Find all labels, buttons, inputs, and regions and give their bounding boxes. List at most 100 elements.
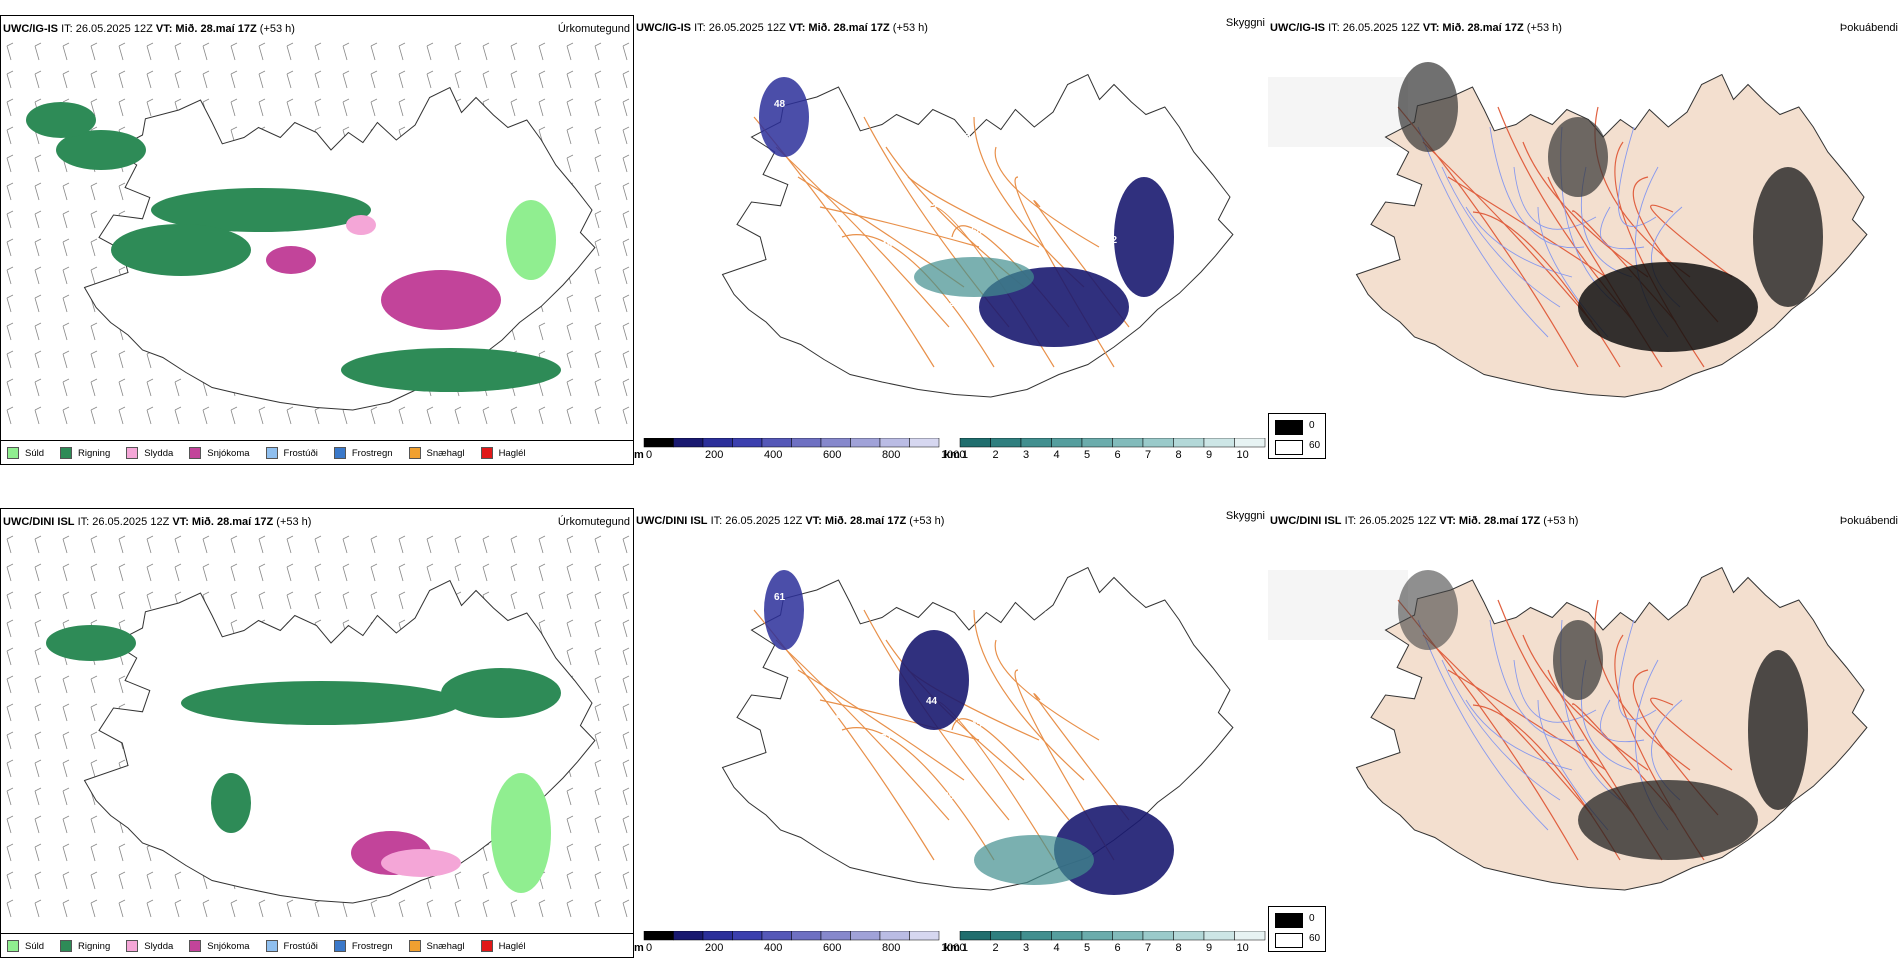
visibility-panel: UWC/DINI ISL IT: 26.05.2025 12Z VT: Mið.…	[634, 508, 1268, 958]
visibility-map: 48 77 16 116 103 52 484 54 50 69 48 43 68 112 106 52 77 3…	[721, 73, 1234, 398]
colorbar-tick: 5	[1084, 942, 1091, 954]
legend-swatch	[60, 940, 73, 952]
legend-label: Frostregn	[351, 940, 393, 952]
ceiling-value: 16	[864, 145, 876, 156]
iceland-coastline	[83, 579, 596, 904]
precip-panel: UWC/DINI ISL IT: 26.05.2025 12Z VT: Mið.…	[0, 508, 634, 958]
fog-area	[1553, 620, 1603, 700]
legend-label: Slydda	[144, 447, 174, 459]
lead-time: (+53 h)	[1526, 22, 1562, 34]
ceiling-value: 50	[791, 194, 803, 205]
model-name: UWC/IG-IS	[636, 22, 691, 34]
legend-label: Snjókoma	[207, 940, 250, 952]
legend-label: Frostregn	[351, 447, 393, 459]
colorbar-tick: 0	[646, 942, 653, 954]
legend-swatch	[126, 447, 139, 459]
ceiling-value: 116	[909, 108, 926, 119]
fog-area	[1578, 780, 1758, 860]
sleet-area	[381, 849, 461, 877]
colorbar-tick: 7	[1145, 942, 1152, 954]
legend-label: Súld	[25, 447, 45, 459]
fog-legend-swatch	[1275, 420, 1303, 435]
legend-label: Snæhagl	[426, 940, 465, 952]
ceiling-value: 89	[819, 615, 831, 626]
panel-header: UWC/DINI ISL IT: 26.05.2025 12Z VT: Mið.…	[1270, 515, 1578, 528]
visibility-panel: UWC/IG-IS IT: 26.05.2025 12Z VT: Mið. 28…	[634, 15, 1268, 465]
ceiling-value: 484	[1044, 117, 1061, 128]
model-name: UWC/DINI ISL	[3, 516, 75, 528]
colorbar-tick: 400	[764, 449, 783, 461]
legend-swatch	[480, 940, 493, 952]
ceiling-value: 46	[898, 335, 910, 346]
fog-legend-label: 0	[1309, 420, 1315, 431]
legend-label: Haglél	[498, 940, 526, 952]
rain-area	[151, 188, 371, 232]
rain-area	[111, 224, 251, 276]
colorbar-tick: 2	[992, 449, 999, 461]
legend-label: Súld	[25, 940, 45, 952]
panel-header: UWC/IG-IS IT: 26.05.2025 12Z VT: Mið. 28…	[3, 23, 295, 36]
valid-time: VT: Mið. 28.maí 17Z	[172, 516, 274, 528]
fog-area	[1578, 262, 1758, 352]
panel-header: UWC/IG-IS IT: 26.05.2025 12Z VT: Mið. 28…	[636, 22, 928, 35]
ceiling-value: 77	[808, 289, 820, 300]
colorbar-tick: 4	[1053, 449, 1060, 461]
rain-area	[26, 102, 96, 138]
lead-time: (+53 h)	[892, 22, 928, 34]
panel-title: Skyggni	[1225, 17, 1265, 29]
legend-swatch	[189, 940, 202, 952]
colorbar-tick: 7	[1145, 449, 1152, 461]
ceiling-value: 46	[808, 782, 820, 793]
colorbar-tick: 4	[1053, 942, 1060, 954]
colorbar-tick: 600	[823, 942, 842, 954]
legend-item: Súld	[7, 940, 44, 952]
ceiling-value: 88	[943, 791, 955, 802]
ceiling-value: 112	[1016, 249, 1033, 260]
fog-area	[1398, 570, 1458, 650]
ceiling-value: 43	[926, 203, 938, 214]
fog-legend-label: 60	[1309, 933, 1321, 944]
colorbar-tick: 10	[1236, 449, 1249, 461]
ceiling-colorbar: m 0 200 400 600 800 1000	[634, 438, 965, 464]
ceiling-value: 45	[971, 719, 983, 730]
legend-swatch	[480, 447, 493, 459]
colorbar-tick: 1	[962, 449, 969, 461]
lead-time: (+53 h)	[1543, 515, 1579, 527]
legend-item: Frostregn	[333, 940, 393, 952]
ceiling-value: 52	[999, 154, 1011, 165]
legend-item: Haglél	[480, 940, 526, 952]
colorbar-tick: 10	[1236, 942, 1249, 954]
ceiling-value: 43	[1016, 742, 1028, 753]
fog-area	[1398, 62, 1458, 152]
legend-swatch	[408, 940, 421, 952]
legend-item: Frostregn	[333, 447, 393, 459]
legend-item: Snæhagl	[408, 447, 465, 459]
legend-item: Snjókoma	[189, 447, 250, 459]
ceiling-value: 88	[909, 601, 921, 612]
legend-swatch	[126, 940, 139, 952]
legend-label: Rigning	[78, 940, 111, 952]
init-time: IT: 26.05.2025 12Z	[61, 23, 153, 35]
precip-legend: Súld Rigning Slydda Snjókoma Frostúði Frostre…	[1, 933, 633, 958]
lead-time: (+53 h)	[259, 23, 295, 35]
fog-legend: 0 60	[1268, 906, 1326, 952]
legend-item: Snjókoma	[189, 940, 250, 952]
fog-area	[1548, 117, 1608, 197]
legend-item: Súld	[7, 447, 44, 459]
panel-title: Úrkomutegund	[557, 516, 630, 528]
legend-swatch	[7, 447, 19, 459]
colorbar-tick: 5	[1084, 449, 1091, 461]
colorbar-tick: 0	[646, 449, 653, 461]
visibility-colorbar: km 1 2 3 4 5 6 7 8 9 10	[944, 931, 1268, 957]
snow-area	[381, 270, 501, 330]
ceiling-value: 56	[853, 805, 865, 816]
visibility-colorbar: km 1 2 3 4 5 6 7 8 9 10	[944, 438, 1268, 464]
fog-panel: UWC/IG-IS IT: 26.05.2025 12Z VT: Mið. 28…	[1268, 15, 1900, 465]
legend-label: Haglél	[498, 447, 526, 459]
legend-label: Rigning	[78, 447, 111, 459]
ceiling-value: 60	[1106, 728, 1118, 739]
fog-area	[1753, 167, 1823, 307]
ceiling-value: 53	[1061, 705, 1073, 716]
precip-panel: UWC/IG-IS IT: 26.05.2025 12Z VT: Mið. 28…	[0, 15, 634, 465]
colorbar-tick: 1000	[941, 449, 966, 461]
